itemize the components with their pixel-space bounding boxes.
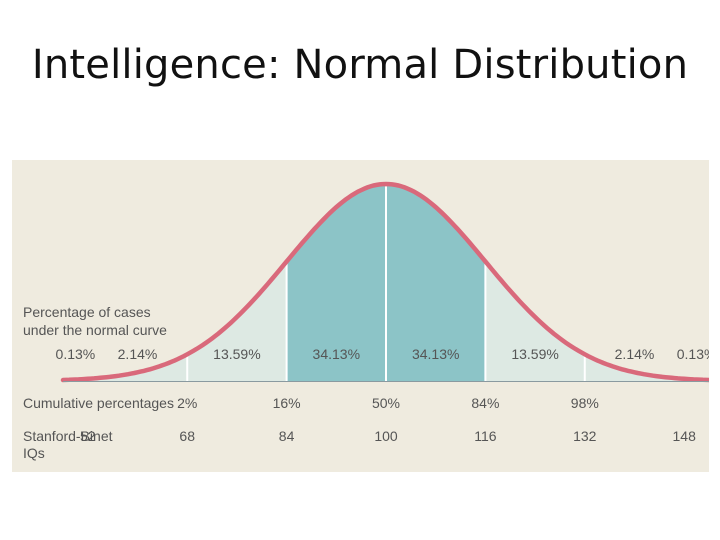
band-percentage-6: 2.14% xyxy=(615,346,655,362)
band-percentage-3: 34.13% xyxy=(313,346,360,362)
iq-tick-1: 68 xyxy=(179,428,195,444)
cases-label-line-1: Percentage of cases xyxy=(23,304,151,320)
normal-curve-line xyxy=(60,181,709,383)
iq-tick-0: 52 xyxy=(80,428,96,444)
iq-tick-3: 100 xyxy=(374,428,398,444)
band-percentage-2: 13.59% xyxy=(213,346,260,362)
band-percentage-5: 13.59% xyxy=(511,346,558,362)
slide-title: Intelligence: Normal Distribution xyxy=(31,42,689,88)
cumulative-label: Cumulative percentages xyxy=(23,395,174,411)
band-percentage-0: 0.13% xyxy=(56,346,96,362)
band-percentage-7: 0.13% xyxy=(677,346,709,362)
cumulative-percentage-labels: 2% 16% 50% 84% 98% xyxy=(177,395,599,411)
iq-tick-6: 148 xyxy=(673,428,697,444)
cases-label-line-2: under the normal curve xyxy=(23,322,167,338)
cumulative-percentage-4: 98% xyxy=(571,395,599,411)
iq-label-line-2: IQs xyxy=(23,445,45,461)
cumulative-percentage-3: 84% xyxy=(471,395,499,411)
iq-tick-4: 116 xyxy=(474,428,497,444)
band-area-1 xyxy=(87,354,188,381)
iq-tick-5: 132 xyxy=(573,428,597,444)
band-percentage-4: 34.13% xyxy=(412,346,459,362)
iq-label-line-1: Stanford-Binet xyxy=(23,428,113,444)
band-percentage-labels: 0.13% 2.14% 13.59% 34.13% 34.13% 13.59% 2.14% 0… xyxy=(56,346,709,362)
band-dividers xyxy=(86,186,686,381)
iq-tick-2: 84 xyxy=(279,428,295,444)
cumulative-percentage-0: 2% xyxy=(177,395,197,411)
normal-curve-chart: Percentage of cases under the normal cur… xyxy=(23,181,709,461)
cumulative-percentage-1: 16% xyxy=(273,395,301,411)
iq-tick-labels: 52 68 84 100 116 132 148 xyxy=(80,428,696,444)
band-percentage-1: 2.14% xyxy=(118,346,158,362)
band-area-6 xyxy=(584,354,685,381)
cumulative-percentage-2: 50% xyxy=(372,395,400,411)
normal-distribution-figure: Percentage of cases under the normal cur… xyxy=(12,160,709,472)
